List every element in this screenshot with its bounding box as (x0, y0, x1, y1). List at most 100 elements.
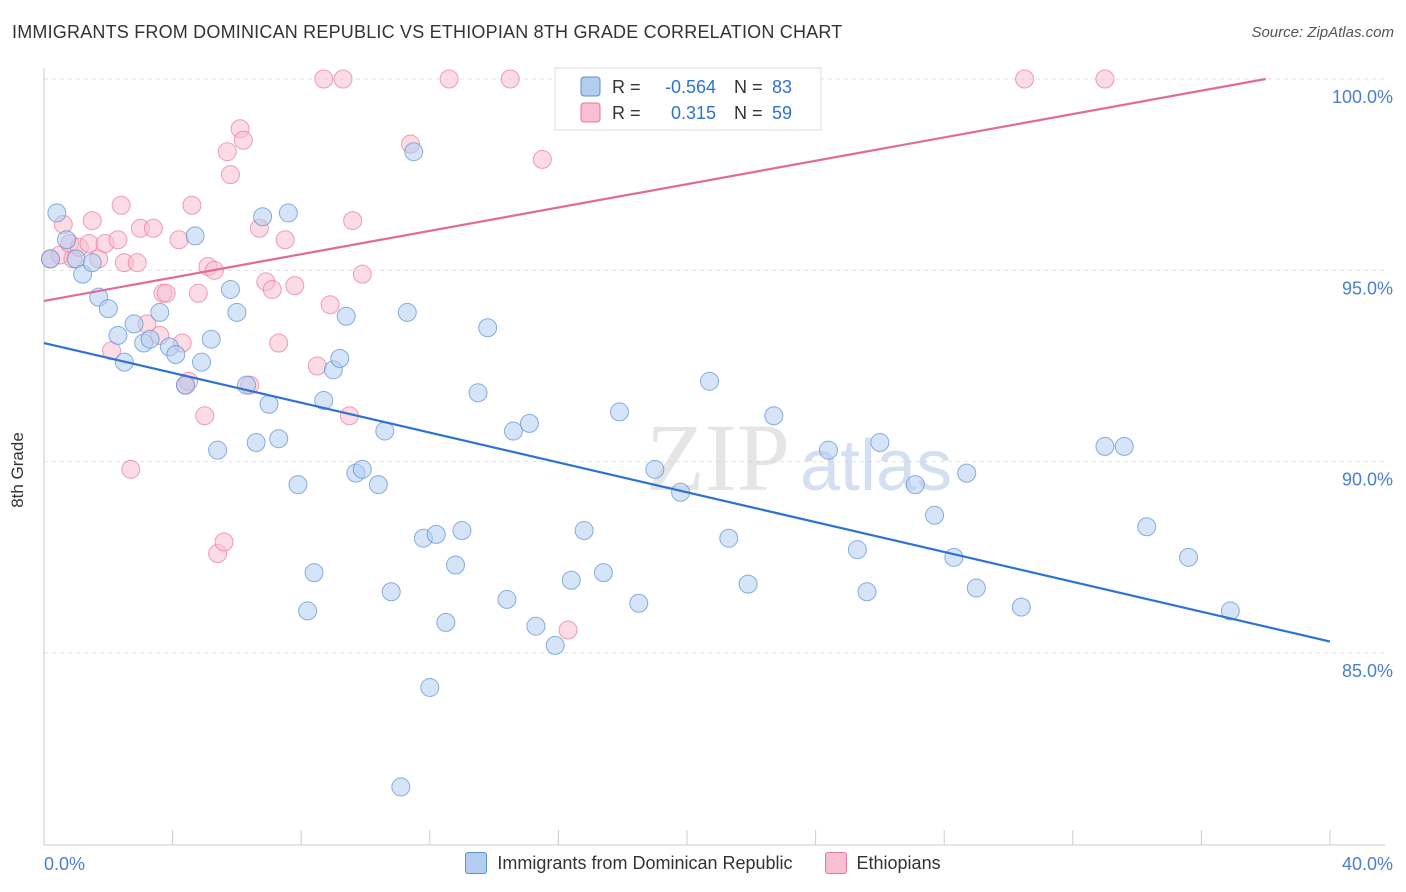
point-blue-63 (700, 371, 720, 391)
point-pink-58 (1095, 69, 1115, 89)
point-blue-53 (519, 413, 539, 433)
gridlines (44, 78, 1385, 654)
stats-legend: R = -0.564 N = 83 R = 0.315 N = 59 (554, 67, 822, 131)
stats-r-value-1: -0.564 (665, 77, 716, 97)
point-pink-50 (352, 264, 372, 284)
y-tick-label-95: 95.0% (1342, 278, 1393, 298)
point-blue-65 (738, 574, 758, 594)
point-blue-30 (304, 563, 324, 583)
point-pink-57 (1015, 69, 1035, 89)
point-pink-41 (269, 333, 289, 353)
y-tick-label-90: 90.0% (1342, 470, 1393, 490)
point-blue-73 (944, 547, 964, 567)
x-tick-label-start: 0.0% (44, 854, 85, 874)
point-blue-21 (227, 302, 247, 322)
point-blue-51 (497, 589, 517, 609)
point-blue-47 (446, 555, 466, 575)
point-blue-23 (246, 433, 266, 453)
point-pink-6 (79, 234, 99, 254)
legend-label-ethiopians: Ethiopians (856, 852, 941, 873)
legend-item-ethiopians[interactable]: Ethiopians (824, 852, 941, 874)
point-blue-77 (1095, 436, 1115, 456)
point-pink-28 (195, 406, 215, 426)
watermark-zip: ZIP (646, 404, 790, 511)
point-blue-81 (1220, 601, 1240, 621)
point-blue-25 (259, 394, 279, 414)
point-blue-82 (40, 249, 60, 269)
point-blue-60 (629, 593, 649, 613)
stats-r-value-2: 0.315 (671, 103, 716, 123)
point-pink-15 (127, 253, 147, 273)
y-tick-label-85: 85.0% (1342, 661, 1393, 681)
trend-line-blue (43, 341, 1331, 643)
point-pink-26 (182, 195, 202, 215)
point-blue-45 (426, 524, 446, 544)
stats-swatch-blue (580, 76, 601, 97)
point-blue-29 (298, 601, 318, 621)
trend-line-pink (43, 77, 1266, 303)
point-pink-34 (220, 165, 240, 185)
point-blue-66 (764, 406, 784, 426)
point-pink-46 (320, 295, 340, 315)
point-blue-59 (609, 402, 629, 422)
point-pink-55 (558, 620, 578, 640)
point-blue-6 (98, 299, 118, 319)
point-pink-27 (188, 283, 208, 303)
point-blue-33 (330, 348, 350, 368)
point-pink-53 (500, 69, 520, 89)
stats-n-label-2: N = (734, 103, 763, 123)
point-blue-19 (208, 440, 228, 460)
point-blue-78 (1114, 436, 1134, 456)
point-blue-72 (925, 505, 945, 525)
point-blue-1 (57, 230, 77, 250)
stats-swatch-pink (580, 102, 601, 123)
point-blue-61 (645, 459, 665, 479)
legend-label-dominican-republic: Immigrants from Dominican Republic (497, 852, 793, 873)
point-blue-4 (82, 253, 102, 273)
point-blue-48 (452, 521, 472, 541)
legend-item-dominican-republic[interactable]: Immigrants from Dominican Republic (465, 852, 793, 874)
stats-n-value-1: 83 (772, 77, 792, 97)
point-blue-11 (140, 329, 160, 349)
axes (43, 68, 1385, 846)
point-blue-75 (966, 578, 986, 598)
point-blue-26 (269, 429, 289, 449)
point-pink-14 (121, 459, 141, 479)
legend-swatch-pink (824, 852, 847, 874)
point-blue-44 (420, 677, 440, 697)
point-blue-49 (468, 383, 488, 403)
point-blue-16 (185, 226, 205, 246)
y-tick-label-100: 100.0% (1332, 87, 1393, 107)
stats-r-label-2: R = (612, 103, 641, 123)
point-pink-54 (532, 149, 552, 169)
point-blue-80 (1179, 547, 1199, 567)
legend-swatch-blue (465, 852, 488, 874)
point-blue-50 (478, 318, 498, 338)
series-legend: Immigrants from Dominican Republic Ethio… (0, 852, 1406, 874)
point-blue-54 (526, 616, 546, 636)
stats-n-value-2: 59 (772, 103, 792, 123)
point-blue-28 (288, 475, 308, 495)
series-dominican-republic (40, 142, 1240, 797)
point-pink-52 (439, 69, 459, 89)
point-blue-38 (375, 421, 395, 441)
point-blue-9 (124, 314, 144, 334)
point-pink-21 (156, 283, 176, 303)
point-blue-58 (593, 563, 613, 583)
point-blue-39 (381, 582, 401, 602)
point-pink-42 (275, 230, 295, 250)
point-blue-52 (503, 421, 523, 441)
point-blue-36 (352, 459, 372, 479)
point-blue-57 (574, 521, 594, 541)
point-blue-0 (47, 203, 67, 223)
point-pink-22 (169, 230, 189, 250)
point-pink-49 (343, 211, 363, 231)
point-blue-55 (545, 635, 565, 655)
point-pink-7 (82, 211, 102, 231)
point-blue-20 (220, 279, 240, 299)
point-pink-47 (333, 69, 353, 89)
point-pink-43 (285, 276, 305, 296)
point-blue-68 (847, 540, 867, 560)
point-pink-45 (314, 69, 334, 89)
